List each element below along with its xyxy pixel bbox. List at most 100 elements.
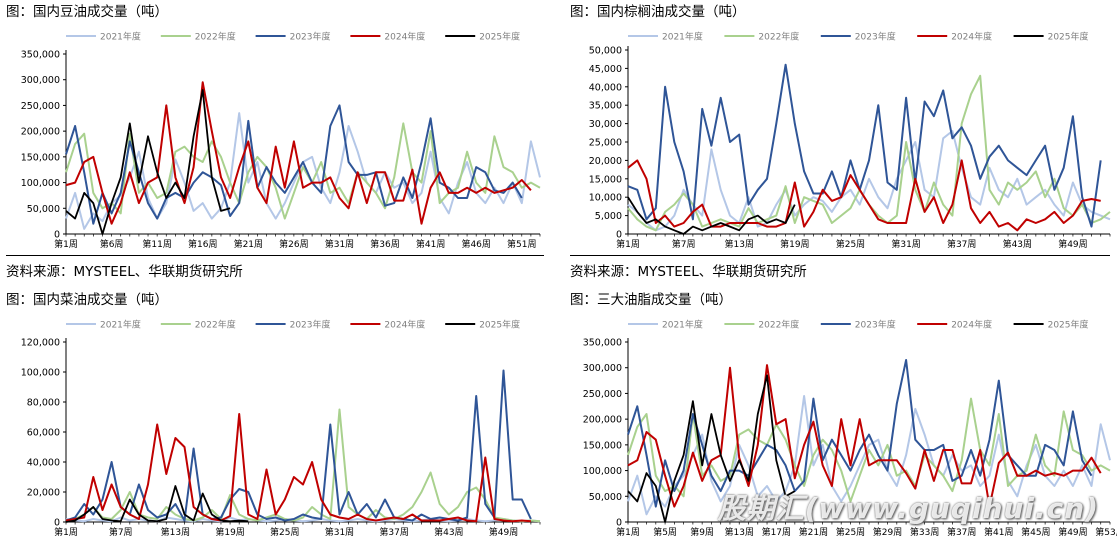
legend-label: 2025年度 [479,31,520,43]
x-tick-label: 第41周 [984,526,1013,538]
x-tick-label: 第37周 [379,526,408,538]
three-oils-chart: 0 50,000 100,000 150,000 200,000 250,000 300,0… [583,319,1117,539]
x-tick-label: 第31周 [325,526,354,538]
x-tick-label: 第5周 [653,526,677,538]
soybean-oil-chart: 0 50,000 100,000 150,000 200,000 250,000 300,0… [21,31,541,250]
x-tick-label: 第1周 [616,526,640,538]
x-tick-label: 第21周 [799,526,828,538]
y-tick-label: 120,000 [21,338,60,349]
x-tick-label: 第25周 [836,238,865,250]
rapeseed-oil-chart: 0 20,000 40,000 60,000 80,000 100,000 120,000 第… [21,319,541,538]
series-line-2025年度 [65,89,231,235]
legend-label: 2025年度 [1048,31,1089,43]
series-line-2023年度 [627,63,1102,228]
x-tick-label: 第6周 [100,238,124,250]
x-tick-label: 第16周 [188,238,217,250]
x-tick-label: 第7周 [109,526,133,538]
legend-label: 2025年度 [479,319,520,331]
palm-oil-chart: 0 5,000 10,000 15,000 20,000 25,000 30,000 35,0… [589,31,1111,250]
y-tick-label: 30,000 [589,119,622,130]
series-line-2025年度 [65,485,249,523]
legend-label: 2024年度 [384,31,425,43]
legend-label: 2022年度 [758,31,799,43]
x-tick-label: 第19周 [780,238,809,250]
y-tick-label: 20,000 [589,156,622,167]
x-tick-label: 第13周 [725,526,754,538]
legend-label: 2023年度 [290,319,331,331]
series-line-2022年度 [65,408,541,523]
x-tick-label: 第17周 [762,526,791,538]
series-line-2024年度 [627,364,1102,508]
y-tick-label: 0 [616,230,622,241]
y-tick-label: 300,000 [583,363,622,374]
y-tick-label: 50,000 [589,46,622,57]
series-line-2024年度 [627,159,1101,232]
x-tick-label: 第33周 [910,526,939,538]
legend-label: 2021年度 [100,31,141,43]
x-tick-label: 第21周 [234,238,263,250]
x-tick-label: 第43周 [1003,238,1032,250]
y-tick-label: 350,000 [583,338,622,349]
legend-label: 2022年度 [195,319,236,331]
y-tick-label: 250,000 [583,389,622,400]
y-tick-label: 150,000 [583,440,622,451]
x-tick-label: 第25周 [836,526,865,538]
y-tick-label: 5,000 [595,211,622,222]
x-tick-label: 第37周 [947,526,976,538]
y-tick-label: 20,000 [27,488,60,499]
x-tick-label: 第43周 [434,526,463,538]
source-left: 资料来源：MYSTEEL、华联期货研究所 [6,264,243,280]
x-tick-label: 第37周 [947,238,976,250]
y-tick-label: 50,000 [589,492,622,503]
y-tick-label: 100,000 [583,466,622,477]
y-tick-label: 80,000 [27,398,60,409]
soybean-chart-title: 图：国内豆油成交量（吨） [6,4,168,20]
x-tick-label: 第1周 [616,238,640,250]
y-tick-label: 0 [54,518,60,529]
y-tick-label: 0 [616,518,622,529]
y-tick-label: 100,000 [21,368,60,379]
x-tick-label: 第49周 [489,526,518,538]
y-tick-label: 0 [54,230,60,241]
series-line-2024年度 [65,81,532,225]
legend-label: 2021年度 [100,319,141,331]
legend-label: 2024年度 [951,31,992,43]
y-tick-label: 200,000 [21,127,60,138]
x-tick-label: 第13周 [161,526,190,538]
three-oils-chart-title: 图：三大油脂成交量（吨） [570,292,732,308]
x-tick-label: 第1周 [54,238,78,250]
x-tick-label: 第13周 [725,238,754,250]
y-tick-label: 35,000 [589,101,622,112]
x-tick-label: 第29周 [873,526,902,538]
y-tick-label: 45,000 [589,64,622,75]
series-line-2025年度 [627,374,796,523]
y-tick-label: 300,000 [21,75,60,86]
legend-label: 2023年度 [290,31,331,43]
legend-label: 2024年度 [951,319,992,331]
x-tick-label: 第1周 [54,526,78,538]
y-tick-label: 10,000 [589,193,622,204]
x-tick-label: 第26周 [279,238,308,250]
x-tick-label: 第45周 [1021,526,1050,538]
legend-label: 2021年度 [662,31,703,43]
source-right: 资料来源：MYSTEEL、华联期货研究所 [570,264,807,280]
x-tick-label: 第19周 [215,526,244,538]
y-tick-label: 200,000 [583,415,622,426]
y-tick-label: 250,000 [21,101,60,112]
series-line-2023年度 [627,359,1093,508]
y-tick-label: 25,000 [589,138,622,149]
x-tick-label: 第49周 [1058,238,1087,250]
legend-label: 2023年度 [855,319,896,331]
series-line-2025年度 [627,196,796,235]
x-tick-label: 第11周 [142,238,171,250]
y-tick-label: 60,000 [27,428,60,439]
x-tick-label: 第25周 [270,526,299,538]
series-line-2022年度 [65,122,541,220]
series-line-2024年度 [65,413,531,523]
x-tick-label: 第7周 [672,238,696,250]
x-tick-label: 第31周 [325,238,354,250]
legend-label: 2022年度 [758,319,799,331]
x-tick-label: 第49周 [1058,526,1087,538]
rapeseed-chart-title: 图：国内菜油成交量（吨） [6,292,168,308]
y-tick-label: 50,000 [27,204,60,215]
